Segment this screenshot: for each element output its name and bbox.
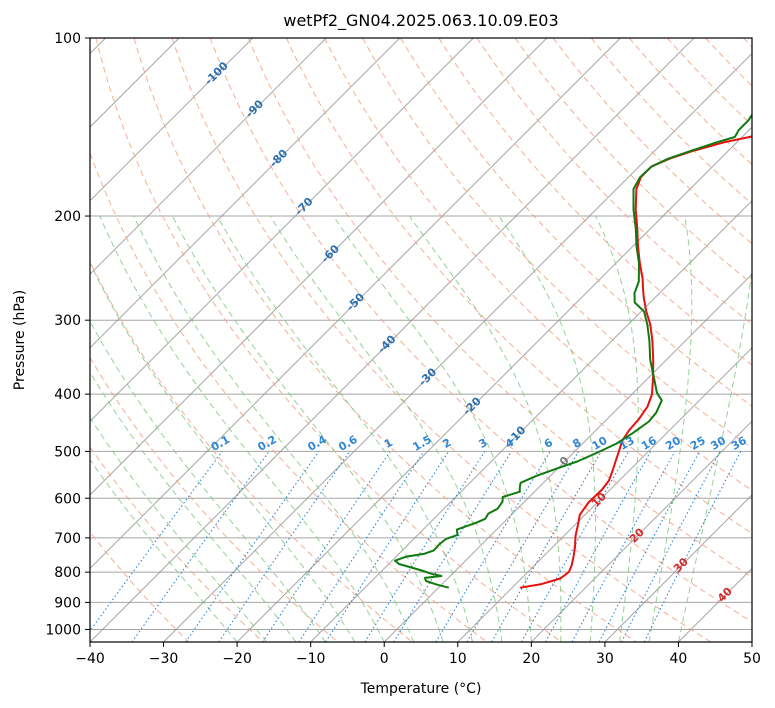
dry-adiabat-line [95, 38, 562, 642]
y-tick-label: 300 [54, 313, 81, 329]
dry-adiabat-line [171, 38, 712, 642]
y-tick-label: 200 [54, 209, 81, 225]
isotherm-line [383, 273, 752, 642]
mixing-ratio-line [298, 451, 425, 642]
dry-adiabat-line [247, 38, 752, 578]
isotherm-line [90, 38, 327, 275]
x-tick-label: −30 [149, 651, 179, 667]
isotherm-line [90, 38, 401, 349]
dry-adiabat-line [90, 356, 339, 642]
dry-adiabat-line [438, 38, 752, 366]
x-tick-label: 30 [596, 651, 614, 667]
y-tick-label: 100 [54, 31, 81, 47]
x-tick-label: 40 [670, 651, 688, 667]
y-tick-label: 1000 [45, 622, 81, 638]
moist-adiabat-line [99, 215, 385, 642]
isotherm-line [90, 38, 474, 423]
y-tick-label: 600 [54, 491, 81, 507]
y-tick-label: 800 [54, 565, 81, 581]
moist-adiabat-line [648, 215, 693, 642]
moist-adiabat-line [90, 458, 238, 642]
dry-adiabat-line [133, 38, 637, 642]
isotherm-line [90, 38, 621, 570]
moist-adiabat-line [595, 215, 639, 642]
dewpoint-profile-line [394, 113, 752, 589]
dry-adiabat-line [590, 38, 752, 205]
chart-title: wetPf2_GN04.2025.063.10.09.E03 [283, 11, 558, 31]
dry-adiabat-line [400, 38, 752, 407]
moist-adiabat-line [90, 261, 356, 642]
isotherm-line [530, 420, 752, 642]
moist-adiabat-line [677, 265, 752, 642]
mixing-ratio-line [185, 451, 320, 642]
moist-adiabat-line [216, 215, 473, 642]
dry-adiabat-line [362, 38, 752, 449]
mixing-ratio-line [90, 451, 223, 632]
mixing-ratio-line [571, 451, 676, 642]
mixing-ratio-line [131, 451, 270, 642]
isotherm-line [457, 347, 752, 642]
plot-frame [89, 37, 753, 643]
isotherm-line [90, 38, 695, 642]
dry-adiabat-line [324, 38, 752, 491]
mixing-ratio-line [545, 451, 652, 642]
x-tick-label: −40 [75, 651, 105, 667]
mixing-ratio-line [218, 451, 351, 642]
x-tick-label: −10 [296, 651, 326, 667]
dry-adiabat-line [209, 38, 752, 623]
profile-lines [394, 113, 752, 589]
x-tick-label: 0 [380, 651, 389, 667]
moist-adiabat-line [90, 371, 297, 642]
dry-adiabat-line [90, 151, 488, 642]
moist-adiabat-line [90, 416, 267, 642]
mixing-ratio-line [643, 451, 742, 642]
mixing-ratio-line [325, 451, 450, 642]
moist-adiabat-line [408, 215, 562, 642]
dry-adiabat-line [90, 260, 413, 642]
moist-adiabat-line [171, 215, 444, 642]
y-axis-label: Pressure (hPa) [12, 290, 28, 390]
y-tick-label: 700 [54, 531, 81, 547]
x-axis-label: Temperature (°C) [360, 681, 482, 697]
moist-adiabat-line [90, 320, 326, 642]
x-tick-label: −20 [222, 651, 252, 667]
isotherm-line [604, 494, 752, 642]
mixing-ratio-line [521, 451, 630, 642]
background-lines [90, 38, 752, 642]
mixing-ratio-line [262, 451, 391, 642]
isotherm-line [90, 38, 254, 202]
isotherm-line [90, 38, 548, 496]
dry-adiabat-line [552, 38, 752, 245]
moist-adiabat-line [332, 215, 532, 642]
y-tick-label: 900 [54, 595, 81, 611]
isotherm-line [163, 52, 752, 642]
x-tick-label: 10 [449, 651, 467, 667]
mixing-ratio-line [393, 451, 512, 642]
dry-adiabat-line [285, 38, 752, 535]
x-tick-label: 20 [522, 651, 540, 667]
y-tick-label: 400 [54, 387, 81, 403]
axes: −40 −30 −20 −10 0 10 20 30 40 50 100 200 300 400 500 60… [45, 31, 761, 667]
moist-adiabat-line [133, 215, 415, 642]
moist-adiabat-line [269, 215, 503, 642]
temperature-profile-line [519, 135, 752, 589]
y-tick-label: 500 [54, 444, 81, 460]
x-tick-label: 50 [743, 651, 761, 667]
